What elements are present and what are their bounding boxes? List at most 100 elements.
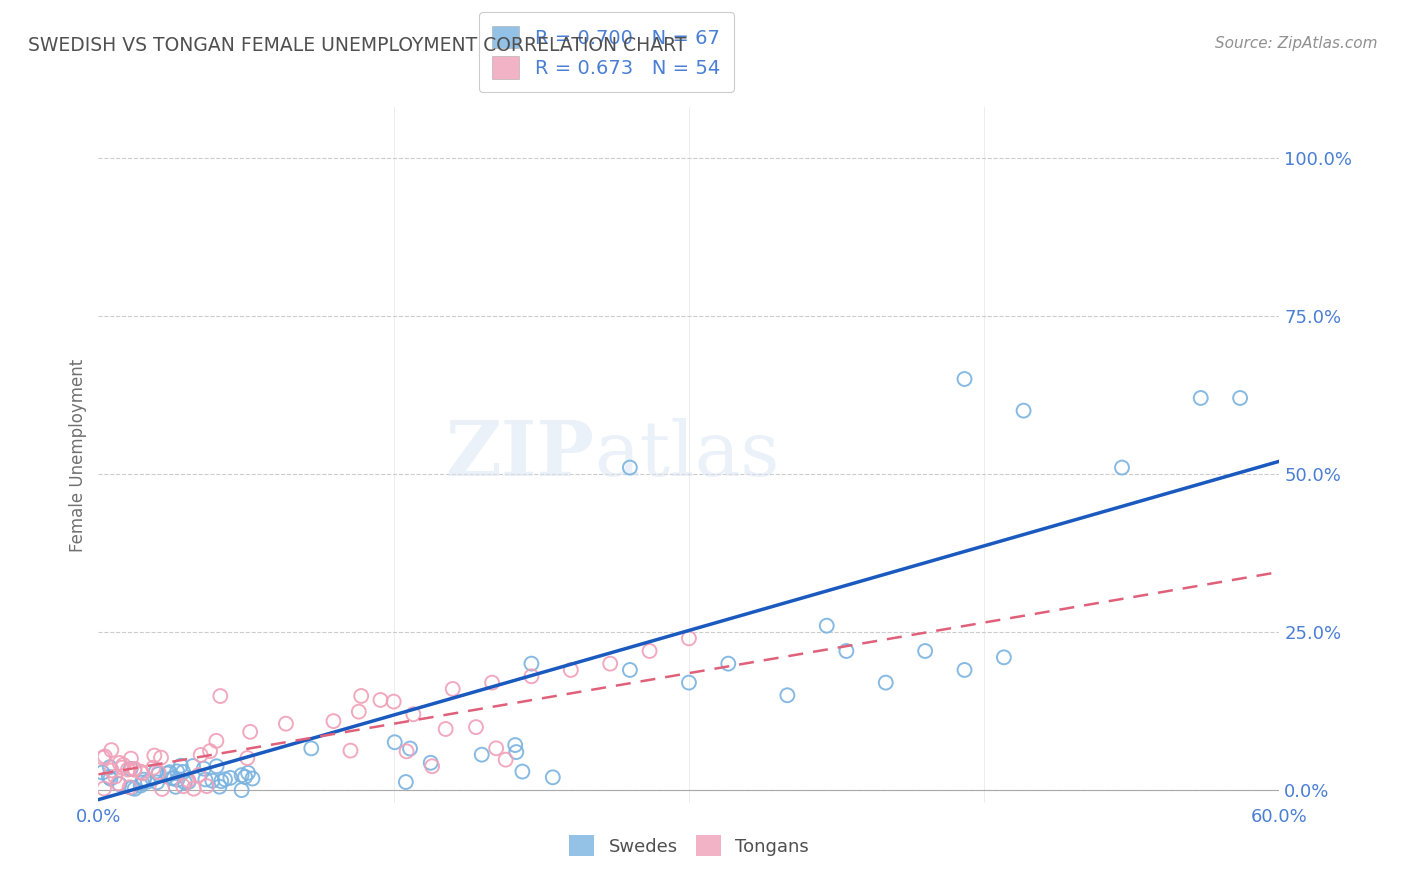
Point [1012, 403, 1035, 417]
Point [776, 688, 799, 702]
Point [91, 765, 114, 780]
Point [145, 764, 167, 779]
Point [131, 766, 153, 780]
Point [136, 774, 159, 789]
Point [177, 775, 200, 789]
Point [124, 763, 146, 777]
Point [194, 772, 217, 787]
Point [495, 753, 517, 767]
Point [172, 764, 194, 779]
Point [239, 724, 262, 739]
Point [236, 765, 259, 780]
Point [678, 632, 700, 646]
Point [159, 765, 181, 780]
Point [395, 775, 418, 789]
Point [142, 761, 165, 775]
Point [481, 675, 503, 690]
Point [91, 751, 114, 765]
Point [177, 773, 200, 788]
Text: SWEDISH VS TONGAN FEMALE UNEMPLOYMENT CORRELATION CHART: SWEDISH VS TONGAN FEMALE UNEMPLOYMENT CO… [28, 36, 686, 54]
Point [1111, 460, 1133, 475]
Point [156, 766, 179, 780]
Point [117, 763, 139, 777]
Point [1229, 391, 1251, 405]
Point [181, 759, 204, 773]
Point [993, 650, 1015, 665]
Point [120, 751, 142, 765]
Point [599, 657, 621, 671]
Point [395, 744, 418, 758]
Point [471, 747, 494, 762]
Point [111, 761, 134, 775]
Point [520, 669, 543, 683]
Point [322, 714, 344, 728]
Point [170, 758, 193, 772]
Point [419, 756, 441, 770]
Point [205, 759, 228, 773]
Point [183, 781, 205, 796]
Point [100, 743, 122, 757]
Point [512, 764, 534, 779]
Point [441, 681, 464, 696]
Point [208, 780, 231, 794]
Point [520, 657, 543, 671]
Point [209, 774, 232, 789]
Point [172, 779, 194, 793]
Point [124, 762, 146, 776]
Point [98, 760, 121, 774]
Point [112, 757, 135, 772]
Point [541, 770, 564, 784]
Point [560, 663, 582, 677]
Point [187, 768, 209, 782]
Point [619, 663, 641, 677]
Point [678, 675, 700, 690]
Text: ZIP: ZIP [446, 418, 595, 491]
Point [120, 762, 142, 776]
Point [201, 773, 224, 788]
Point [434, 722, 457, 736]
Point [129, 764, 152, 779]
Point [638, 644, 661, 658]
Point [124, 781, 146, 796]
Legend: Swedes, Tongans: Swedes, Tongans [561, 828, 817, 863]
Point [953, 663, 976, 677]
Point [399, 741, 422, 756]
Point [150, 750, 173, 764]
Point [193, 762, 215, 776]
Point [382, 695, 405, 709]
Point [350, 689, 373, 703]
Point [231, 783, 253, 797]
Point [150, 781, 173, 796]
Point [97, 770, 120, 784]
Point [160, 771, 183, 785]
Point [132, 772, 155, 787]
Point [104, 770, 127, 784]
Point [173, 775, 195, 789]
Point [402, 707, 425, 722]
Point [875, 675, 897, 690]
Point [420, 759, 443, 773]
Point [465, 720, 488, 734]
Point [166, 772, 188, 787]
Point [148, 767, 170, 781]
Point [143, 748, 166, 763]
Point [619, 460, 641, 475]
Point [93, 781, 115, 796]
Point [503, 738, 526, 752]
Point [129, 779, 152, 793]
Point [166, 764, 188, 779]
Point [1189, 391, 1212, 405]
Text: Source: ZipAtlas.com: Source: ZipAtlas.com [1215, 36, 1378, 51]
Point [195, 779, 218, 793]
Point [242, 772, 264, 786]
Point [236, 751, 259, 765]
Point [107, 776, 129, 790]
Point [121, 780, 143, 795]
Point [370, 693, 392, 707]
Point [485, 741, 508, 756]
Point [100, 772, 122, 786]
Point [219, 771, 242, 785]
Point [108, 777, 131, 791]
Point [274, 716, 297, 731]
Point [214, 772, 236, 787]
